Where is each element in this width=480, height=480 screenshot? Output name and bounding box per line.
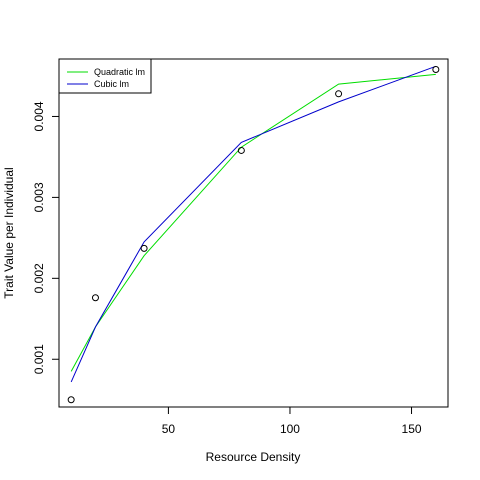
legend: Quadratic lm Cubic lm <box>58 58 152 94</box>
y-tick-label: 0.002 <box>32 263 46 293</box>
series-line-quadratic <box>70 73 436 372</box>
x-tick-label: 50 <box>162 422 176 436</box>
y-axis-title: Trait Value per Individual <box>2 167 16 298</box>
series-line-cubic <box>70 65 436 383</box>
data-point <box>140 244 148 252</box>
data-point <box>335 90 343 98</box>
y-axis: 0.001 0.002 0.003 0.004 <box>32 101 59 374</box>
y-tick-label: 0.004 <box>32 101 46 131</box>
data-point <box>237 146 245 154</box>
legend-label-quadratic: Quadratic lm <box>94 67 145 77</box>
y-tick-label: 0.001 <box>32 344 46 374</box>
x-tick-label: 100 <box>280 422 300 436</box>
x-tick-label: 150 <box>402 422 422 436</box>
data-point <box>432 66 440 74</box>
y-tick-label: 0.003 <box>32 182 46 212</box>
data-point <box>67 396 75 404</box>
legend-label-cubic: Cubic lm <box>94 79 129 89</box>
x-axis: 50 100 150 <box>162 407 422 436</box>
plot-frame <box>58 58 449 408</box>
data-point <box>91 294 99 302</box>
x-axis-title: Resource Density <box>206 450 301 464</box>
data-points <box>67 66 440 404</box>
legend-box <box>58 58 152 94</box>
series-lines <box>70 65 436 383</box>
